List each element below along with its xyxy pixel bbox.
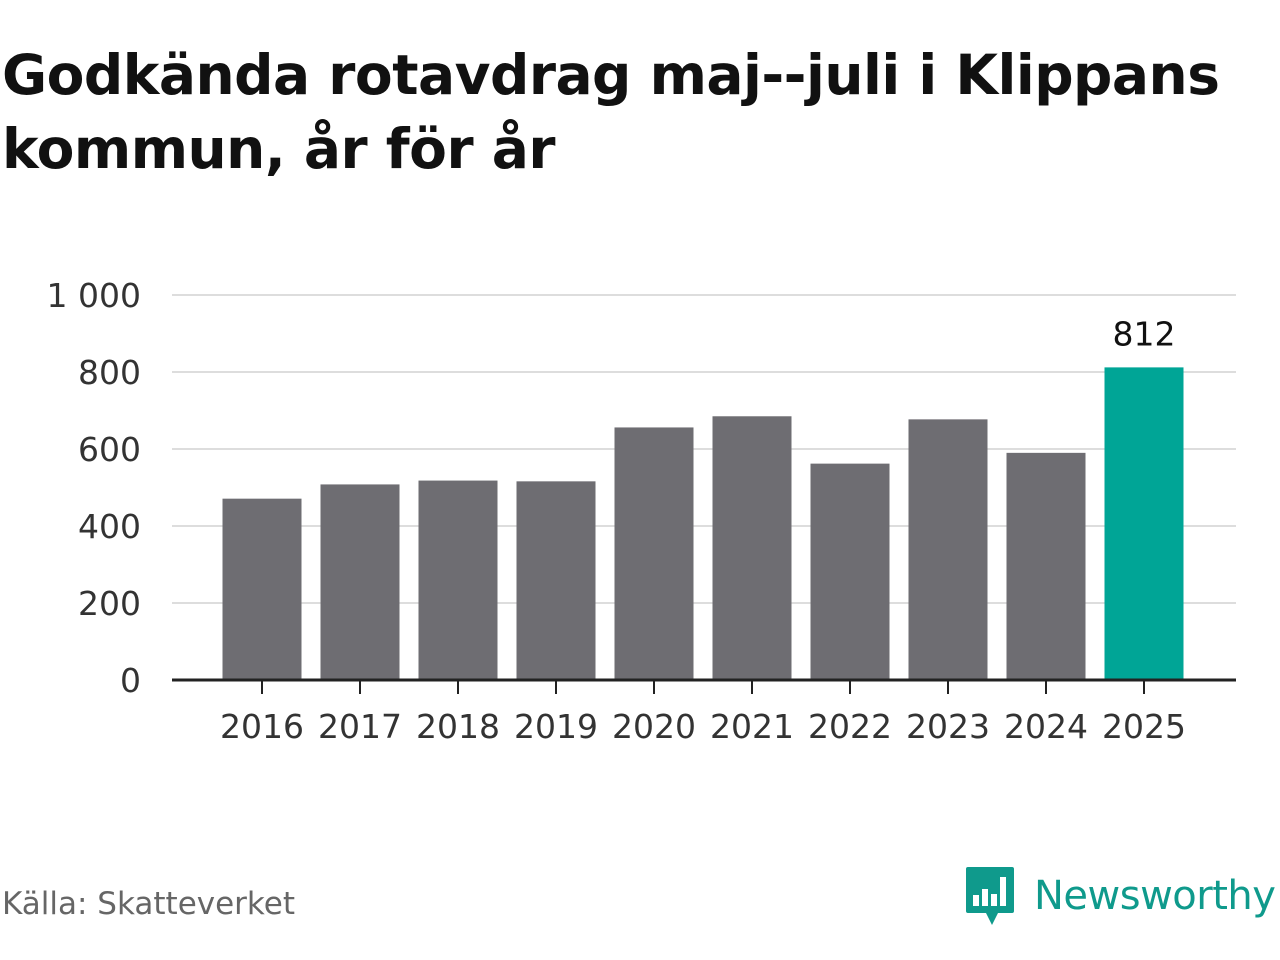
bar-2018 — [418, 480, 498, 680]
data-label-2025: 812 — [1113, 314, 1176, 353]
bar-2025 — [1104, 367, 1184, 680]
brand-name: Newsworthy — [1034, 873, 1276, 919]
x-tick-label-2022: 2022 — [808, 707, 892, 746]
x-tick-label-2018: 2018 — [416, 707, 500, 746]
chart-title: Godkända rotavdrag maj--juli i Klippans … — [2, 43, 1220, 181]
y-tick-label: 1 000 — [47, 276, 141, 315]
x-tick-label-2023: 2023 — [906, 707, 990, 746]
x-tick-label-2019: 2019 — [514, 707, 598, 746]
newsworthy-logo-icon — [966, 867, 1014, 925]
source-note: Källa: Skatteverket — [2, 886, 296, 922]
x-tick-label-2017: 2017 — [318, 707, 402, 746]
x-tick-label-2024: 2024 — [1004, 707, 1088, 746]
bar-2022 — [810, 463, 890, 680]
bar-2016 — [222, 498, 302, 680]
y-tick-label: 0 — [120, 661, 141, 700]
x-tick-label-2025: 2025 — [1102, 707, 1186, 746]
bar-2017 — [320, 484, 400, 680]
y-tick-label: 400 — [78, 507, 141, 546]
x-tick-label-2021: 2021 — [710, 707, 794, 746]
y-tick-label: 800 — [78, 353, 141, 392]
bar-2023 — [908, 419, 988, 680]
x-tick-label-2016: 2016 — [220, 707, 304, 746]
bar-2019 — [516, 481, 596, 680]
bar-2024 — [1006, 452, 1086, 680]
brand: Newsworthy — [964, 864, 1276, 928]
bar-2020 — [614, 427, 694, 680]
y-tick-label: 600 — [78, 430, 141, 469]
y-tick-label: 200 — [78, 584, 141, 623]
bar-2021 — [712, 416, 792, 680]
x-tick-label-2020: 2020 — [612, 707, 696, 746]
